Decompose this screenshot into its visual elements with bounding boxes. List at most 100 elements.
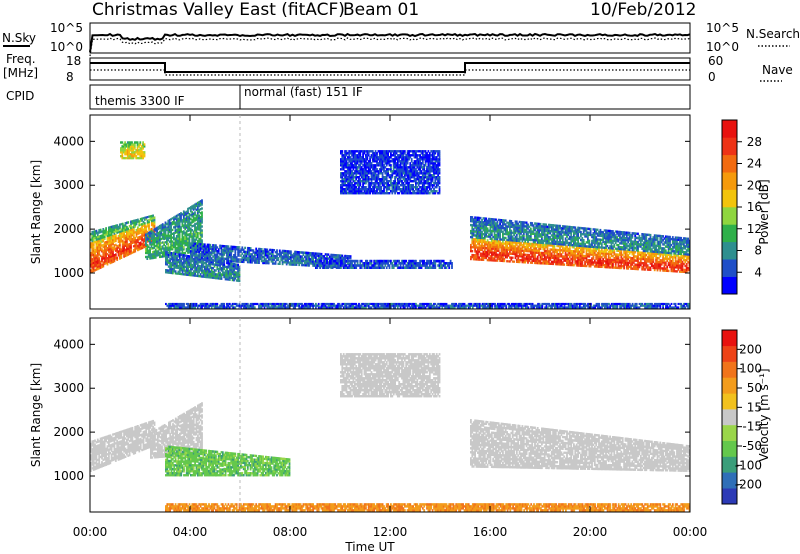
echo-cell xyxy=(196,221,199,225)
echo-cell xyxy=(228,249,231,253)
echo-cell xyxy=(238,246,241,249)
echo-cell xyxy=(123,255,125,258)
echo-cell xyxy=(190,267,192,271)
echo-cell xyxy=(201,245,203,248)
echo-cell xyxy=(194,262,196,265)
echo-cell xyxy=(112,240,114,244)
echo-cell xyxy=(238,271,241,275)
echo-cell xyxy=(208,253,210,256)
echo-cell xyxy=(180,228,182,231)
echo-cell xyxy=(150,245,153,248)
echo-cell xyxy=(92,255,95,258)
echo-cell xyxy=(139,227,142,230)
search-label: N.Search xyxy=(746,27,800,41)
echo-cell xyxy=(256,253,259,256)
echo-cell xyxy=(101,258,103,261)
echo-cell xyxy=(110,235,113,238)
echo-cell xyxy=(109,259,112,263)
echo-cell xyxy=(195,246,198,249)
echo-cell xyxy=(221,259,224,262)
echo-cell xyxy=(171,258,174,261)
echo-cell xyxy=(217,255,220,258)
echo-cell xyxy=(195,236,198,239)
echo-cell xyxy=(92,261,95,264)
echo-cell xyxy=(90,263,92,266)
echo-cell xyxy=(96,261,99,265)
echo-cell xyxy=(116,227,119,231)
echo-cell xyxy=(127,245,130,248)
echo-cell xyxy=(235,258,238,261)
echo-cell xyxy=(210,259,213,262)
echo-cell xyxy=(174,266,177,269)
echo-cell xyxy=(205,247,208,250)
echo-cell xyxy=(177,253,180,256)
echo-cell xyxy=(153,226,156,230)
echo-cell xyxy=(276,249,278,252)
echo-cell xyxy=(96,245,99,249)
echo-cell xyxy=(99,262,102,265)
echo-cell xyxy=(299,259,302,262)
echo-cell xyxy=(188,225,191,228)
echo-cell xyxy=(323,255,326,258)
echo-cell xyxy=(178,248,181,252)
echo-cell xyxy=(237,269,239,272)
echo-cell xyxy=(169,269,171,272)
echo-cell xyxy=(198,243,201,246)
echo-cell xyxy=(124,238,127,241)
echo-cell xyxy=(244,254,246,258)
echo-cell xyxy=(138,224,141,227)
echo-cell xyxy=(128,252,131,256)
echo-cell xyxy=(270,260,273,263)
echo-cell xyxy=(164,235,167,238)
echo-cell xyxy=(163,233,165,237)
echo-cell xyxy=(110,229,113,232)
echo-cell xyxy=(159,248,161,251)
echo-cell xyxy=(246,252,249,256)
echo-cell xyxy=(178,230,181,234)
echo-cell xyxy=(175,251,178,254)
echo-cell xyxy=(121,243,124,247)
echo-cell xyxy=(141,236,143,240)
echo-cell xyxy=(169,261,171,265)
echo-cell xyxy=(146,255,149,259)
echo-cell xyxy=(150,214,153,218)
echo-cell xyxy=(99,234,102,238)
echo-cell xyxy=(213,249,216,253)
echo-cell xyxy=(203,249,206,252)
echo-cell xyxy=(216,246,219,249)
echo-cell xyxy=(128,248,131,252)
echo-cell xyxy=(335,254,338,257)
echo-cell xyxy=(113,258,116,261)
echo-cell xyxy=(167,219,170,223)
echo-cell xyxy=(157,249,160,253)
echo-cell xyxy=(230,262,233,265)
echo-cell xyxy=(194,256,196,259)
echo-cell xyxy=(215,277,217,280)
echo-cell xyxy=(143,226,146,229)
echo-cell xyxy=(175,238,178,242)
echo-cell xyxy=(149,257,151,260)
echo-cell xyxy=(199,202,202,205)
echo-cell xyxy=(143,239,146,243)
echo-cell xyxy=(230,245,233,248)
echo-cell xyxy=(182,212,185,215)
echo-cell xyxy=(109,255,112,259)
echo-cell xyxy=(292,254,295,258)
echo-cell xyxy=(139,243,142,246)
echo-cell xyxy=(119,244,121,247)
echo-cell xyxy=(266,254,269,257)
echo-cell xyxy=(267,262,270,265)
echo-cell xyxy=(185,224,188,227)
echo-cell xyxy=(163,249,165,252)
echo-cell xyxy=(216,257,219,260)
echo-cell xyxy=(233,265,235,268)
echo-cell xyxy=(96,267,99,271)
echo-cell xyxy=(135,222,138,226)
echo-cell xyxy=(199,273,202,276)
echo-cell xyxy=(301,259,303,263)
echo-cell xyxy=(194,213,196,216)
echo-cell xyxy=(130,250,132,253)
echo-cell xyxy=(185,247,188,251)
echo-cell xyxy=(108,228,110,231)
echo-cell xyxy=(124,240,127,243)
